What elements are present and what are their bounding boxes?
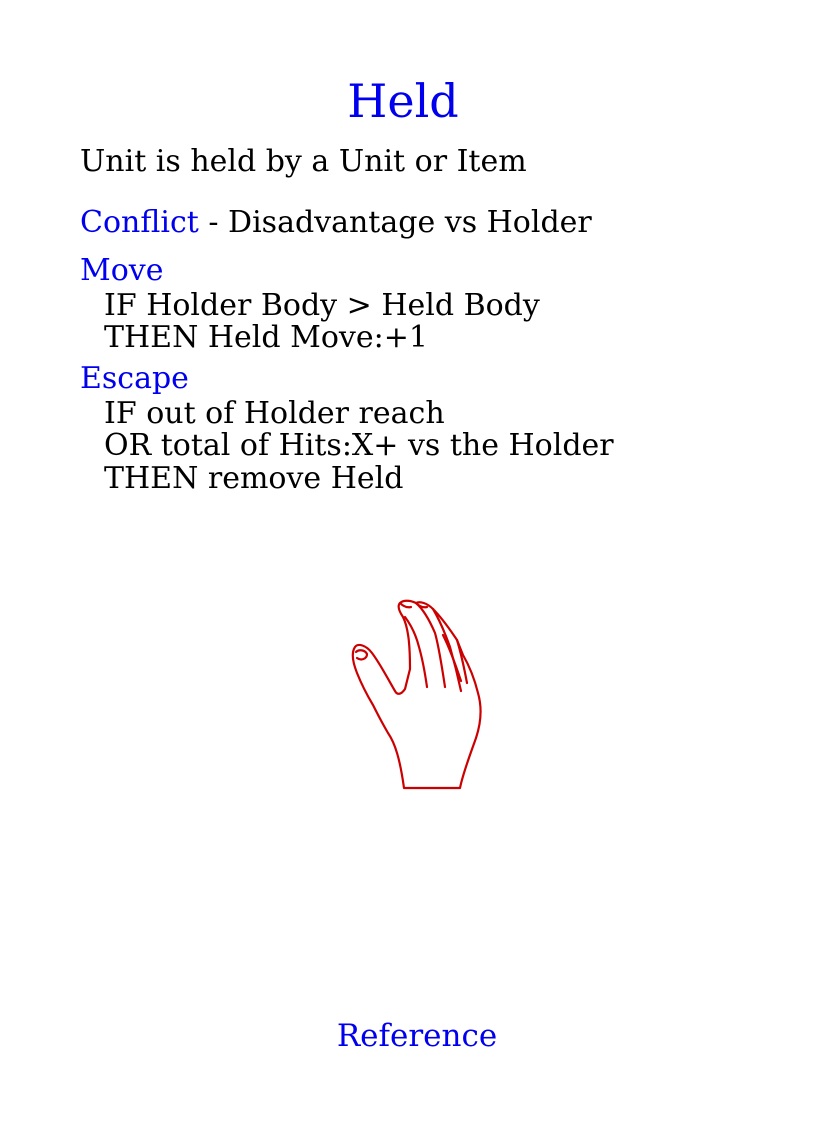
conflict-keyword: Conflict	[80, 205, 199, 240]
page-title: Held	[347, 74, 459, 128]
description: Unit is held by a Unit or Item	[80, 144, 527, 179]
conflict-rule: Conflict - Disadvantage vs Holder	[80, 207, 592, 239]
conflict-text: - Disadvantage vs Holder	[198, 205, 592, 240]
reference-link[interactable]: Reference	[336, 1018, 498, 1054]
move-line: THEN Held Move:+1	[104, 320, 428, 355]
hand-icon	[351, 599, 482, 790]
escape-line: IF out of Holder reach	[104, 396, 445, 431]
escape-heading: Escape	[80, 361, 189, 396]
escape-line: OR total of Hits:X+ vs the Holder	[104, 428, 614, 463]
move-heading: Move	[80, 253, 164, 288]
escape-line: THEN remove Held	[104, 461, 404, 496]
move-line: IF Holder Body > Held Body	[104, 288, 540, 323]
